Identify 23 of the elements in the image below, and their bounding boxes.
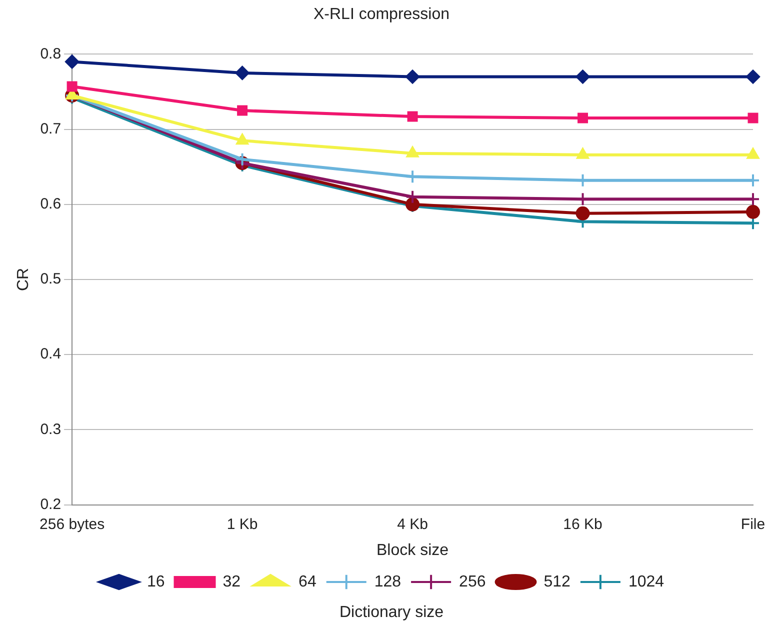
y-tick-label: 0.5 — [40, 270, 62, 288]
x-tick-label: 16 Kb — [563, 516, 602, 533]
x-tick-label: 1 Kb — [226, 516, 258, 533]
legend-label: 64 — [298, 573, 316, 590]
legend-label: 32 — [222, 573, 241, 590]
y-tick-label: 0.3 — [40, 420, 62, 438]
y-tick-label: 0.6 — [40, 196, 62, 213]
chart-title: X-RLI compression — [313, 6, 450, 24]
x-tick-label: 256 bytes — [40, 516, 105, 533]
y-tick-label: 0.4 — [40, 346, 62, 363]
legend-label: 256 — [459, 573, 486, 590]
legend-label: 16 — [146, 573, 165, 590]
legend-label: 512 — [544, 573, 571, 590]
y-axis-title: CR — [15, 268, 32, 292]
legend-label: 128 — [374, 573, 402, 590]
y-tick-label: 0.7 — [40, 120, 62, 138]
legend-label: 1024 — [628, 573, 664, 590]
x-tick-label: File — [740, 516, 766, 533]
y-tick-label: 0.2 — [40, 496, 62, 513]
x-axis-title: Block size — [376, 542, 449, 559]
y-tick-label: 0.8 — [40, 45, 62, 62]
legend-title: Dictionary size — [338, 604, 445, 622]
x-tick-label: 4 Kb — [397, 516, 428, 533]
